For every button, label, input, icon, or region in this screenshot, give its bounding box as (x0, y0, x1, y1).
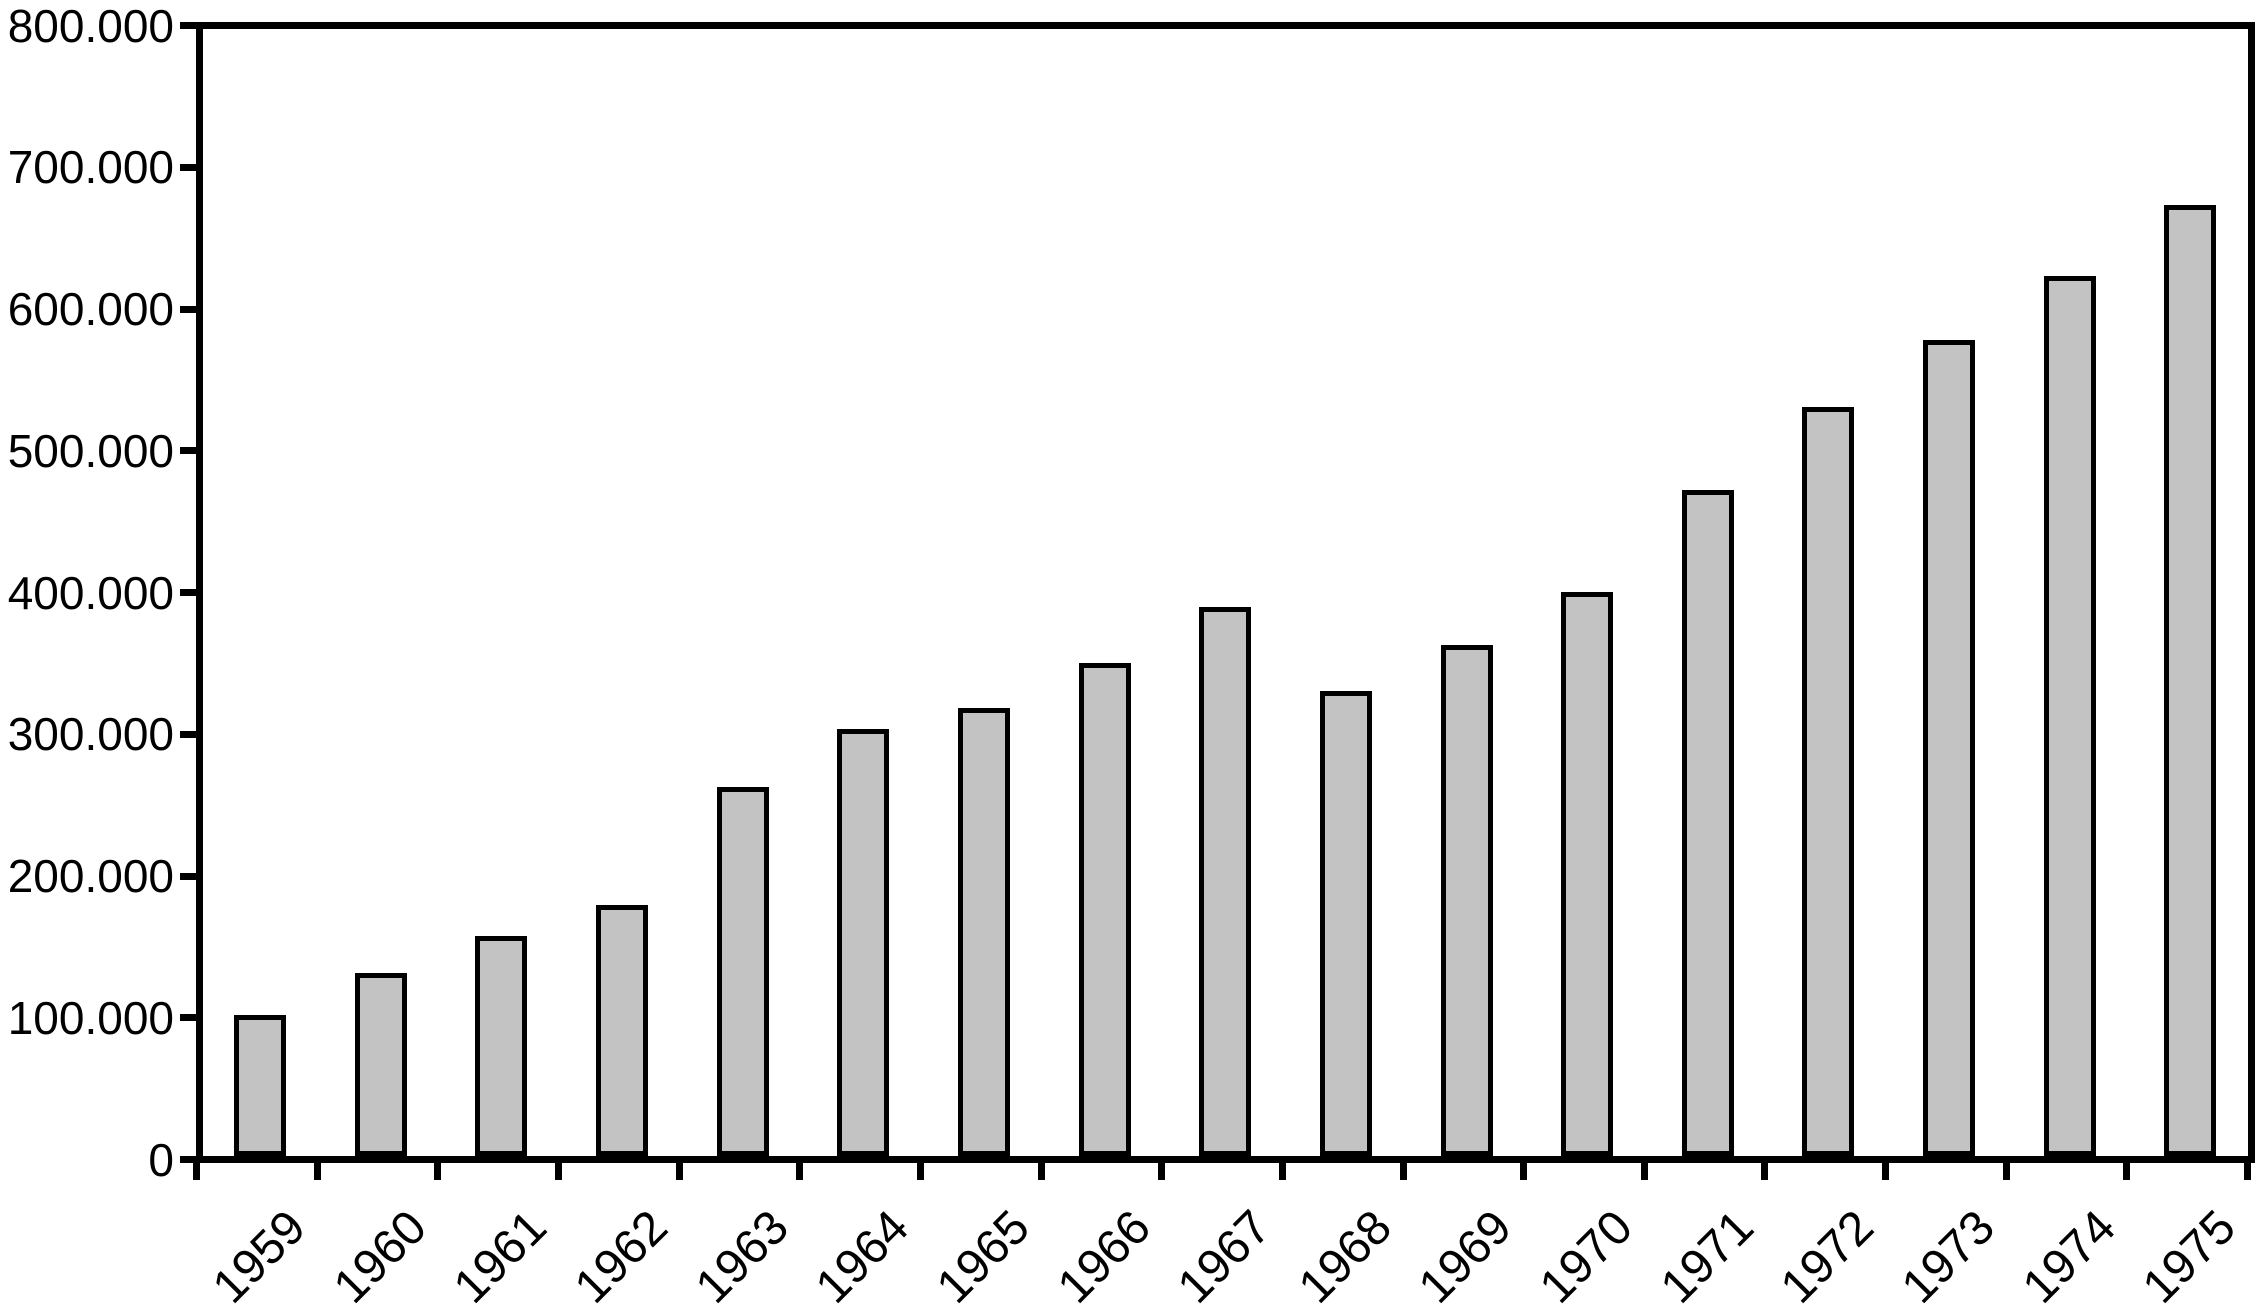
bar-1973 (1923, 340, 1975, 1156)
y-axis-tick (180, 873, 197, 880)
x-axis-tick (2123, 1163, 2130, 1180)
x-axis-tick (555, 1163, 562, 1180)
y-axis-label: 500.000 (7, 425, 174, 477)
x-axis-tick (2003, 1163, 2010, 1180)
x-axis-tick (917, 1163, 924, 1180)
bar-1971 (1682, 490, 1734, 1156)
y-axis-tick (180, 1156, 197, 1163)
x-axis-tick (1520, 1163, 1527, 1180)
y-axis-tick (180, 22, 197, 29)
bar-1972 (1802, 407, 1854, 1156)
bar-1960 (355, 973, 407, 1156)
y-axis-tick (180, 306, 197, 313)
bar-1966 (1079, 663, 1131, 1156)
bar-1959 (234, 1015, 286, 1156)
x-axis-tick (1400, 1163, 1407, 1180)
y-axis-label: 700.000 (7, 141, 174, 193)
x-axis-label-1969: 1969 (1409, 1200, 1523, 1312)
y-axis-tick (180, 589, 197, 596)
x-axis-tick (434, 1163, 441, 1180)
x-axis-label-1964: 1964 (806, 1200, 920, 1312)
x-axis-tick (1641, 1163, 1648, 1180)
y-axis-label: 0 (148, 1134, 174, 1186)
plot-area (196, 22, 2255, 1163)
x-axis-tick (193, 1163, 200, 1180)
bar-1968 (1320, 691, 1372, 1156)
y-axis-label: 200.000 (7, 850, 174, 902)
x-axis-tick (796, 1163, 803, 1180)
x-axis-tick (314, 1163, 321, 1180)
x-axis-label-1971: 1971 (1651, 1200, 1765, 1312)
x-axis-tick (1761, 1163, 1768, 1180)
x-axis-label-1966: 1966 (1048, 1200, 1162, 1312)
bar-1970 (1561, 592, 1613, 1156)
x-axis-tick (1279, 1163, 1286, 1180)
x-axis-label-1975: 1975 (2133, 1200, 2247, 1312)
x-axis-label-1962: 1962 (565, 1200, 679, 1312)
y-axis-label: 300.000 (7, 708, 174, 760)
bar-1961 (475, 936, 527, 1156)
x-axis-tick (676, 1163, 683, 1180)
x-axis-label-1968: 1968 (1289, 1200, 1403, 1312)
x-axis-label-1959: 1959 (203, 1200, 317, 1312)
x-axis-tick (1038, 1163, 1045, 1180)
bar-1963 (717, 787, 769, 1156)
x-axis-tick (2244, 1163, 2251, 1180)
x-axis-label-1967: 1967 (1168, 1200, 1282, 1312)
bar-1969 (1441, 645, 1493, 1156)
bar-1975 (2164, 205, 2216, 1156)
y-axis-label: 400.000 (7, 567, 174, 619)
x-axis-label-1973: 1973 (1892, 1200, 2006, 1312)
bar-1965 (958, 708, 1010, 1156)
y-axis-label: 800.000 (7, 0, 174, 52)
bar-1962 (596, 905, 648, 1156)
y-axis-tick (180, 731, 197, 738)
x-axis-label-1961: 1961 (444, 1200, 558, 1312)
x-axis-label-1972: 1972 (1771, 1200, 1885, 1312)
x-axis-tick (1158, 1163, 1165, 1180)
y-axis-label: 100.000 (7, 992, 174, 1044)
y-axis-label: 600.000 (7, 283, 174, 335)
bar-1974 (2044, 276, 2096, 1156)
y-axis-tick (180, 164, 197, 171)
y-axis-tick (180, 447, 197, 454)
y-axis-tick (180, 1014, 197, 1021)
x-axis-label-1965: 1965 (927, 1200, 1041, 1312)
x-axis-tick (1882, 1163, 1889, 1180)
x-axis-label-1960: 1960 (324, 1200, 438, 1312)
x-axis-label-1974: 1974 (2013, 1200, 2127, 1312)
x-axis-label-1963: 1963 (686, 1200, 800, 1312)
bar-1964 (837, 729, 889, 1156)
bar-1967 (1199, 607, 1251, 1156)
x-axis-label-1970: 1970 (1530, 1200, 1644, 1312)
